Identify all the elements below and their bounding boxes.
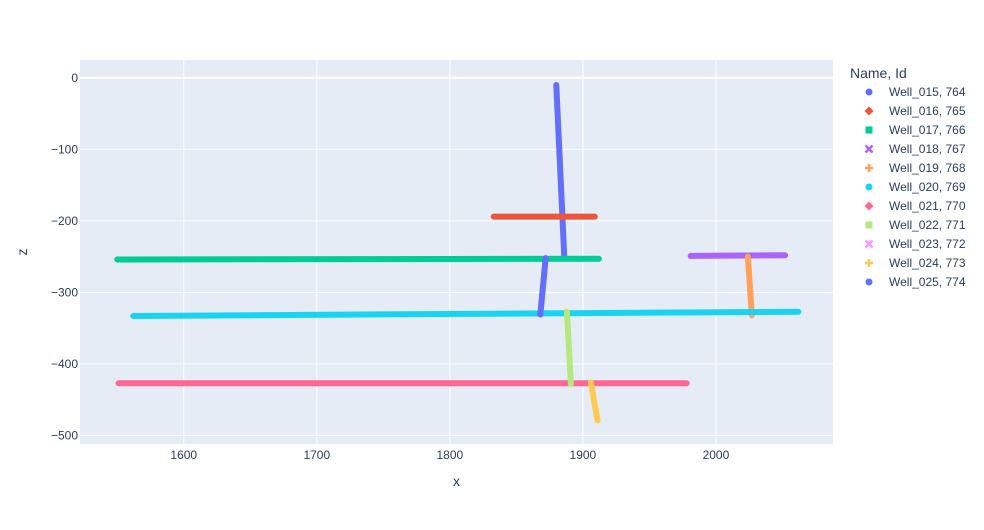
x-tick-label: 1700 [303,448,330,462]
series-8 [563,308,574,387]
legend-marker [865,221,873,229]
x-tick-label: 2000 [703,448,730,462]
legend-label: Well_020, 769 [889,180,966,194]
y-tick-label: 0 [71,71,78,85]
series-line [687,252,789,259]
legend-marker [864,239,874,249]
plot-background [80,60,833,444]
series-line [563,308,574,387]
x-axis-label: x [453,473,460,489]
legend-label: Well_023, 772 [889,237,966,251]
series-line [130,308,802,319]
legend-item[interactable]: Well_015, 764 [865,85,966,99]
legend-label: Well_021, 770 [889,199,966,213]
series-3 [114,255,602,263]
legend-item[interactable]: Well_021, 770 [864,199,966,213]
legend-label: Well_016, 765 [889,104,966,118]
y-tick-label: −300 [51,285,78,299]
legend-label: Well_024, 773 [889,256,966,270]
series-10 [587,379,601,424]
legend-marker [865,278,873,286]
legend-marker [865,183,873,191]
legend-marker [865,164,873,172]
legend: Name, Id Well_015, 764 Well_016, 765 Well_… [850,65,966,289]
series-layer [114,82,802,424]
legend-item[interactable]: Well_023, 772 [864,237,966,251]
series-line [553,82,568,260]
series-line [587,379,601,424]
tick-labels: 1600 1700 1800 1900 2000 0 −100 −200 −300 −400 −50… [51,71,730,462]
legend-marker [865,259,873,267]
y-tick-label: −200 [51,214,78,228]
legend-label: Well_015, 764 [889,85,966,99]
legend-item[interactable]: Well_017, 766 [865,123,966,137]
legend-label: Well_017, 766 [889,123,966,137]
legend-item[interactable]: Well_019, 768 [865,161,966,175]
grid [80,60,833,444]
series-1 [553,82,568,260]
series-11 [537,255,549,318]
y-axis-label: z [14,249,30,256]
series-line [114,255,602,263]
legend-item[interactable]: Well_016, 765 [864,104,966,118]
legend-item[interactable]: Well_020, 769 [865,180,966,194]
legend-marker [865,88,873,96]
legend-item[interactable]: Well_024, 773 [865,256,966,270]
legend-title: Name, Id [850,65,907,81]
x-tick-label: 1600 [170,448,197,462]
series-line [744,253,755,319]
legend-item[interactable]: Well_025, 774 [865,275,966,289]
x-tick-label: 1800 [436,448,463,462]
legend-label: Well_018, 767 [889,142,966,156]
series-line [537,255,549,318]
x-tick-label: 1900 [570,448,597,462]
legend-item[interactable]: Well_018, 767 [864,142,966,156]
legend-item[interactable]: Well_022, 771 [865,218,966,232]
y-tick-label: −400 [51,357,78,371]
legend-marker [864,144,874,154]
legend-marker [864,106,874,116]
legend-label: Well_025, 774 [889,275,966,289]
series-4 [687,252,789,259]
y-tick-label: −100 [51,142,78,156]
legend-marker [864,201,874,211]
series-5 [744,253,755,319]
y-tick-label: −500 [51,428,78,442]
legend-label: Well_022, 771 [889,218,966,232]
legend-marker [865,126,873,134]
legend-label: Well_019, 768 [889,161,966,175]
series-6 [130,308,802,319]
